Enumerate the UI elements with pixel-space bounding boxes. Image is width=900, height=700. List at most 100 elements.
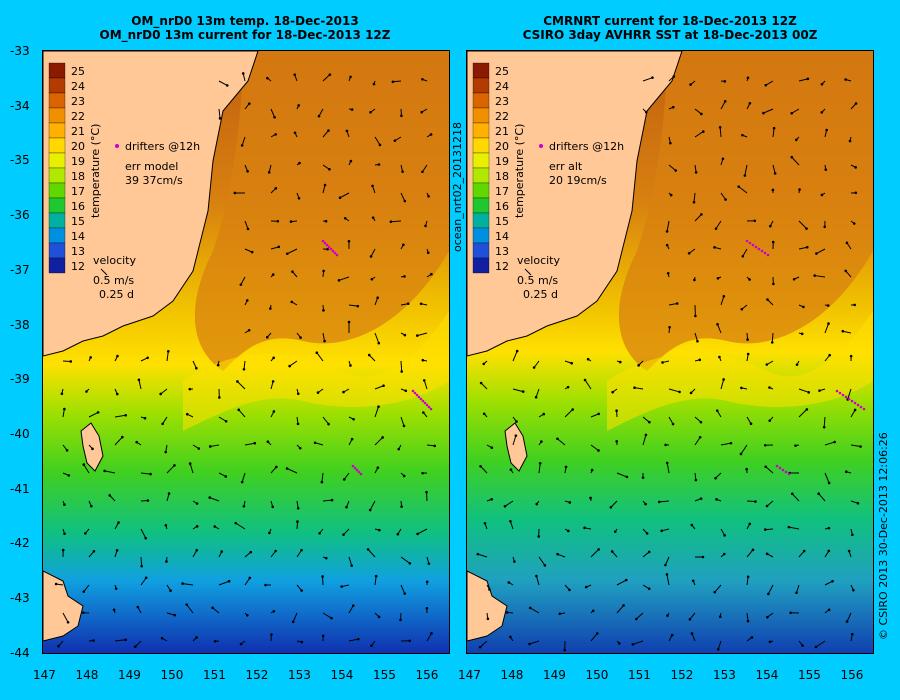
velocity-arrow-head	[433, 444, 437, 448]
drifter-point	[335, 253, 339, 257]
velocity-arrow-head	[624, 578, 628, 582]
velocity-arrow-head	[340, 585, 343, 588]
tasmania-land	[43, 570, 84, 642]
velocity-arrow-head	[568, 588, 571, 592]
drifter-point	[847, 397, 851, 401]
velocity-arrow	[720, 442, 732, 446]
velocity-arrow	[694, 332, 698, 342]
velocity-arrow-head	[160, 636, 164, 640]
velocity-arrow-head	[748, 522, 752, 526]
velocity-arrow-head	[343, 216, 347, 220]
drifter-point	[419, 397, 423, 401]
velocity-arrow-head	[430, 632, 433, 635]
velocity-arrow-head	[293, 73, 296, 76]
velocity-arrow-head	[737, 185, 740, 188]
velocity-arrow-head	[366, 548, 370, 551]
drifter-point	[415, 393, 419, 397]
velocity-scale: 0.5 m/s	[93, 274, 134, 287]
velocity-arrow-head	[674, 169, 678, 172]
velocity-arrow-head	[293, 131, 297, 135]
velocity-arrow-head	[537, 535, 541, 538]
colorbar-tick-label: 17	[71, 185, 85, 198]
velocity-arrow-head	[330, 616, 333, 620]
drifter-point	[859, 405, 863, 409]
velocity-arrow-head	[247, 102, 251, 105]
temperature-colorbar: 25 24 23 22 21 20 19 18 17 16 15 14 13 12 temperature …	[472, 62, 526, 274]
velocity-arrow-head	[766, 298, 769, 301]
velocity-arrow-head	[421, 170, 424, 174]
longitude-tick-label: 156	[415, 668, 439, 682]
velocity-arrow-head	[724, 198, 727, 201]
velocity-arrow-head	[317, 114, 321, 118]
drifter-point	[844, 395, 848, 399]
velocity-arrow-head	[290, 300, 294, 304]
drifter-tracks	[745, 239, 866, 476]
velocity-arrow	[694, 131, 704, 138]
colorbar-segment	[48, 77, 66, 94]
velocity-arrow-head	[763, 443, 767, 447]
velocity-arrow	[668, 416, 674, 425]
velocity-arrow-head	[242, 504, 246, 508]
velocity-arrow-head	[795, 591, 798, 595]
velocity-arrow-head	[350, 108, 354, 111]
velocity-arrow-head	[213, 525, 217, 528]
velocity-arrow-head	[718, 355, 721, 359]
velocity-arrow-head	[716, 323, 719, 326]
velocity-arrow	[694, 436, 701, 446]
velocity-arrow-head	[820, 193, 824, 197]
velocity-arrow-head	[161, 422, 164, 426]
velocity-arrow-head	[342, 390, 345, 394]
velocity-arrow-head	[763, 528, 767, 531]
velocity-arrow-head	[665, 230, 669, 233]
velocity-arrow-head	[610, 550, 614, 553]
velocity-arrow-head	[651, 76, 654, 79]
map-canvas: 25 24 23 22 21 20 19 18 17 16 15 14 13 12 temperature …	[43, 51, 449, 653]
velocity-arrow-head	[195, 548, 199, 552]
colorbar-tick-label: 24	[71, 80, 85, 93]
velocity-arrow	[192, 360, 197, 369]
velocity-label: velocity	[93, 254, 136, 267]
velocity-arrow-head	[246, 614, 249, 617]
velocity-arrow-head	[591, 609, 595, 613]
velocity-arrow-head	[425, 580, 429, 584]
velocity-arrow-head	[159, 392, 162, 396]
velocity-arrow-head	[768, 386, 771, 389]
velocity-arrow	[512, 435, 517, 446]
velocity-arrow-head	[617, 642, 621, 645]
velocity-arrow-head	[751, 548, 755, 552]
velocity-arrow	[134, 640, 142, 648]
longitude-tick-label: 155	[373, 668, 396, 682]
velocity-arrow-head	[859, 445, 862, 448]
velocity-arrow-head	[271, 505, 275, 509]
velocity-arrow-head	[564, 465, 568, 469]
velocity-arrow-head	[743, 174, 747, 177]
velocity-arrow	[689, 612, 696, 620]
velocity-arrow-head	[275, 465, 278, 469]
velocity-arrow-head	[831, 579, 834, 583]
latitude-tick-label: -43	[10, 591, 30, 605]
velocity-arrow-head	[746, 352, 750, 356]
velocity-arrow	[512, 350, 518, 362]
colorbar-tick-label: 18	[495, 170, 509, 183]
left-title-line1: OM_nrD0 13m temp. 18-Dec-2013	[131, 14, 359, 28]
velocity-arrow	[818, 493, 826, 502]
velocity-arrow-head	[762, 111, 765, 115]
velocity-arrow	[798, 220, 807, 229]
velocity-arrow-head	[195, 525, 199, 528]
drifter-point	[413, 391, 417, 395]
velocity-arrow-head	[92, 639, 95, 642]
velocity-arrow	[824, 580, 833, 586]
velocity-arrow-head	[766, 615, 769, 619]
velocity-arrow	[772, 164, 776, 174]
velocity-arrow-head	[173, 464, 176, 467]
velocity-arrow-head	[425, 490, 428, 494]
velocity-arrow	[642, 551, 650, 558]
velocity-arrow-head	[828, 353, 831, 357]
velocity-arrow-head	[352, 417, 355, 421]
velocity-arrow-head	[691, 579, 695, 583]
colorbar-tick-label: 16	[71, 200, 85, 213]
velocity-arrow-head	[798, 188, 801, 191]
velocity-arrow-head	[136, 605, 140, 609]
velocity-arrow	[62, 612, 69, 623]
velocity-arrow-head	[609, 505, 613, 509]
